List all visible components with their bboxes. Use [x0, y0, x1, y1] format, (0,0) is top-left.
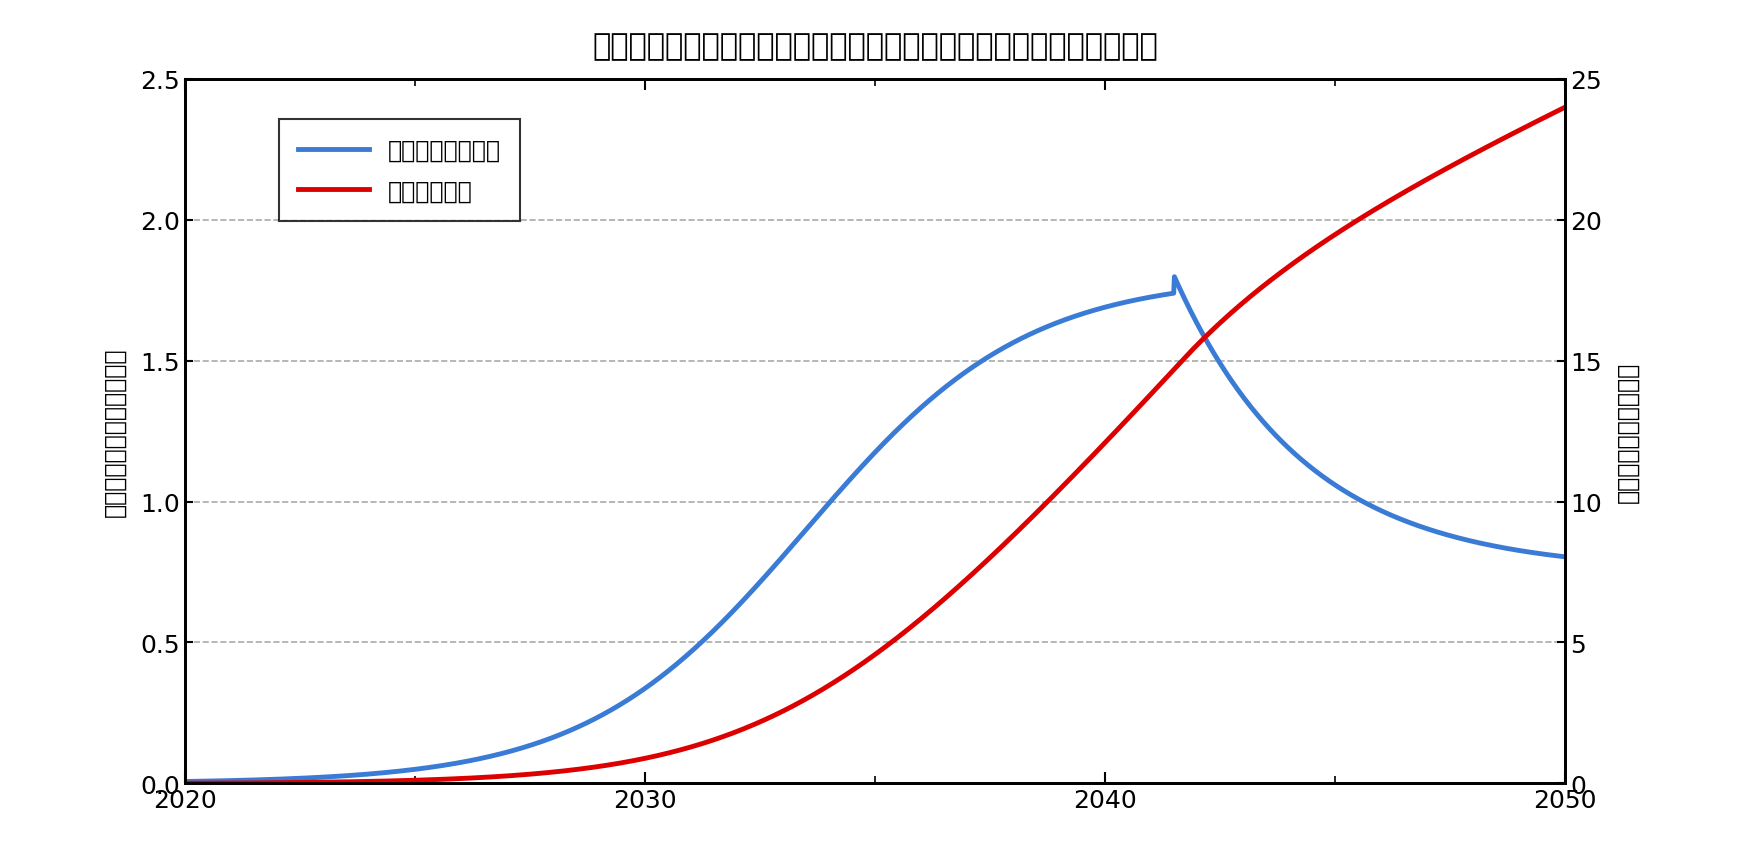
：年間推定発生量: [244, 775, 265, 785]
：累計発生量: [1514, 123, 1535, 133]
Line: ：年間推定発生量: ：年間推定発生量: [185, 278, 1566, 782]
Legend: ：年間推定発生量, ：累計発生量: ：年間推定発生量, ：累計発生量: [279, 120, 519, 222]
Title: クリアランス対象物のうち金属の発生見通し（電気事業連合会試算）: クリアランス対象物のうち金属の発生見通し（電気事業連合会試算）: [592, 32, 1158, 61]
：累計発生量: [1556, 103, 1577, 113]
：年間推定発生量: [1516, 547, 1536, 557]
：累計発生量: [808, 686, 829, 696]
Y-axis label: 年間推定発生量［万トン］: 年間推定発生量［万トン］: [103, 347, 125, 517]
Line: ：累計発生量: ：累計発生量: [185, 108, 1566, 783]
：累計発生量: [174, 778, 195, 788]
：年間推定発生量: [845, 468, 866, 479]
：年間推定発生量: [1261, 427, 1282, 437]
：年間推定発生量: [1516, 547, 1536, 557]
：累計発生量: [1261, 275, 1282, 285]
：累計発生量: [244, 778, 265, 788]
：累計発生量: [1516, 123, 1536, 133]
：年間推定発生量: [808, 510, 829, 520]
：年間推定発生量: [1556, 552, 1577, 562]
：年間推定発生量: [1164, 273, 1185, 283]
：年間推定発生量: [174, 776, 195, 787]
：累計発生量: [845, 663, 866, 674]
Y-axis label: 累計発生量［万トン］: 累計発生量［万トン］: [1617, 361, 1639, 502]
